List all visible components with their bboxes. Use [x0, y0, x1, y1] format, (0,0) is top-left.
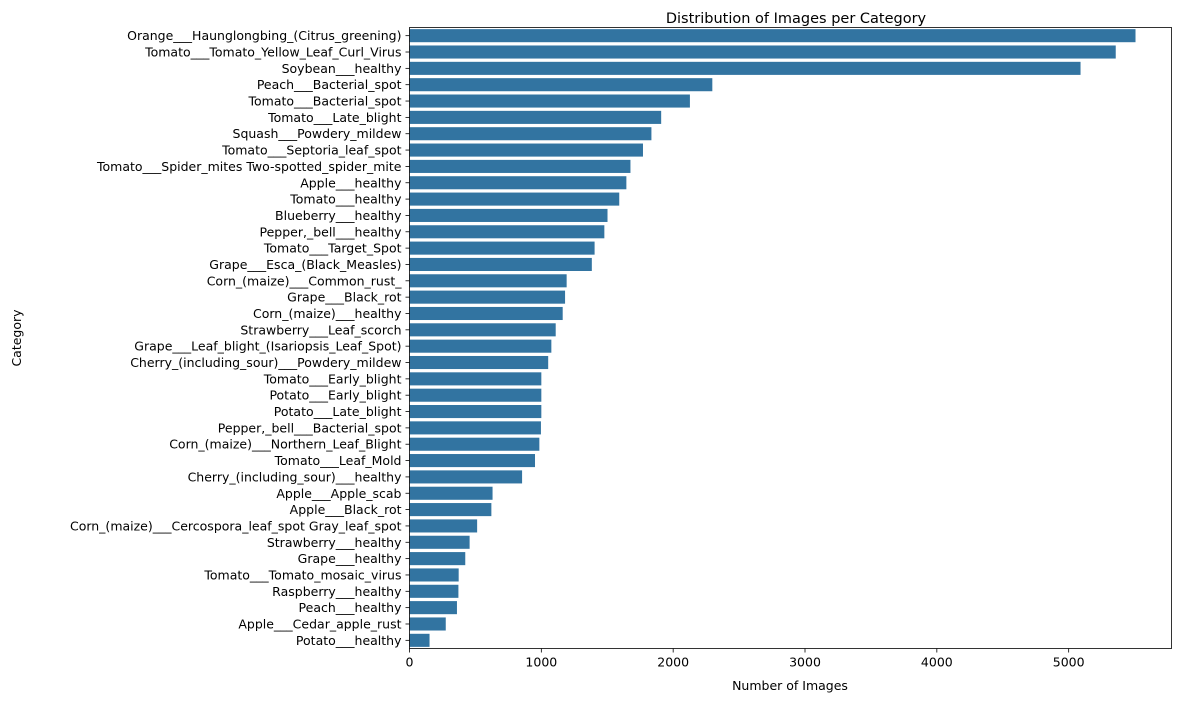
bar: [409, 454, 536, 468]
y-tick-label: Tomato___healthy: [289, 192, 402, 207]
y-tick-label: Pepper,_bell___healthy: [260, 224, 403, 239]
x-tick-label: 3000: [789, 655, 821, 670]
y-tick-label: Apple___Black_rot: [290, 502, 402, 517]
bar: [409, 568, 459, 582]
bar: [409, 143, 643, 157]
bar: [409, 208, 608, 222]
chart-title: Distribution of Images per Category: [666, 11, 927, 27]
bar: [409, 519, 478, 533]
bar: [409, 470, 523, 484]
bar: [409, 45, 1116, 59]
bar: [409, 159, 631, 173]
y-tick-label: Apple___Cedar_apple_rust: [238, 616, 401, 631]
bar: [409, 61, 1081, 75]
y-tick-label: Corn_(maize)___Cercospora_leaf_spot Gray…: [70, 518, 402, 533]
y-tick-label: Pepper,_bell___Bacterial_spot: [218, 420, 402, 435]
bar: [409, 339, 552, 353]
bar: [409, 78, 713, 92]
x-tick-label: 0: [406, 655, 414, 670]
bar: [409, 405, 542, 419]
bar: [409, 225, 605, 239]
x-ticks: 0 1000 2000 3000 4000 5000: [406, 648, 1085, 670]
bar: [409, 372, 542, 386]
bar: [409, 29, 1136, 43]
y-tick-label: Grape___Esca_(Black_Measles): [209, 257, 401, 272]
y-tick-label: Peach___Bacterial_spot: [257, 77, 402, 92]
y-tick-label: Cherry_(including_sour)___healthy: [188, 469, 403, 484]
y-tick-label: Grape___Leaf_blight_(Isariopsis_Leaf_Spo…: [134, 339, 401, 354]
y-tick-label: Potato___Early_blight: [269, 388, 401, 403]
y-tick-label: Strawberry___healthy: [267, 535, 402, 550]
bar: [409, 552, 466, 566]
bar: [409, 323, 556, 337]
bar: [409, 306, 563, 321]
y-tick-label: Potato___healthy: [296, 633, 402, 648]
bar: [409, 388, 542, 402]
y-tick-label: Cherry_(including_sour)___Powdery_mildew: [130, 355, 401, 370]
bar: [409, 290, 566, 304]
bar: [409, 110, 662, 124]
bar: [409, 274, 567, 288]
y-tick-label: Tomato___Target_Spot: [263, 241, 402, 256]
y-tick-label: Potato___Late_blight: [274, 404, 402, 419]
y-tick-label: Tomato___Tomato_mosaic_virus: [203, 567, 401, 582]
plot-frame: [409, 27, 1172, 649]
y-tick-label: Tomato___Bacterial_spot: [248, 94, 402, 109]
y-tick-label: Tomato___Leaf_Mold: [274, 453, 402, 468]
y-tick-label: Tomato___Late_blight: [267, 110, 401, 125]
x-tick-label: 4000: [921, 655, 953, 670]
bar: [409, 127, 652, 141]
bar: [409, 535, 470, 549]
bar: [409, 241, 595, 255]
bars-group: [409, 29, 1136, 647]
y-tick-label: Grape___healthy: [298, 551, 402, 566]
y-tick-label: Grape___Black_rot: [287, 290, 401, 305]
bar: [409, 503, 492, 517]
bar: [409, 94, 690, 108]
y-tick-label: Squash___Powdery_mildew: [233, 126, 402, 141]
y-tick-label: Soybean___healthy: [282, 61, 403, 76]
bar: [409, 601, 457, 615]
y-tick-label: Corn_(maize)___Common_rust_: [207, 273, 403, 288]
y-tick-label: Corn_(maize)___Northern_Leaf_Blight: [169, 437, 401, 452]
bar: [409, 437, 540, 451]
y-tick-label: Tomato___Tomato_Yellow_Leaf_Curl_Virus: [144, 45, 401, 60]
x-tick-label: 1000: [525, 655, 557, 670]
bar: [409, 176, 627, 190]
x-tick-label: 5000: [1053, 655, 1085, 670]
bar: [409, 617, 446, 631]
x-tick-label: 2000: [657, 655, 689, 670]
bar: [409, 584, 459, 598]
y-tick-label: Peach___healthy: [299, 600, 403, 615]
y-tick-labels: Orange___Haunglongbing_(Citrus_greening)…: [70, 28, 410, 648]
bar: [409, 257, 592, 271]
y-tick-label: Corn_(maize)___healthy: [253, 306, 402, 321]
y-tick-label: Apple___Apple_scab: [276, 486, 401, 501]
y-axis-label: Category: [9, 309, 24, 367]
bar: [409, 355, 549, 370]
x-axis-label: Number of Images: [732, 678, 848, 693]
bar: [409, 633, 430, 647]
y-tick-label: Orange___Haunglongbing_(Citrus_greening): [127, 28, 401, 43]
y-tick-label: Tomato___Spider_mites Two-spotted_spider…: [96, 159, 402, 174]
y-tick-label: Tomato___Septoria_leaf_spot: [221, 143, 401, 158]
y-tick-label: Apple___healthy: [300, 175, 402, 190]
y-tick-label: Strawberry___Leaf_scorch: [240, 322, 401, 337]
y-tick-label: Raspberry___healthy: [272, 584, 402, 599]
bar: [409, 192, 620, 206]
y-tick-label: Tomato___Early_blight: [263, 371, 402, 386]
y-tick-label: Blueberry___healthy: [275, 208, 402, 223]
bar: [409, 421, 541, 435]
bar: [409, 486, 493, 500]
